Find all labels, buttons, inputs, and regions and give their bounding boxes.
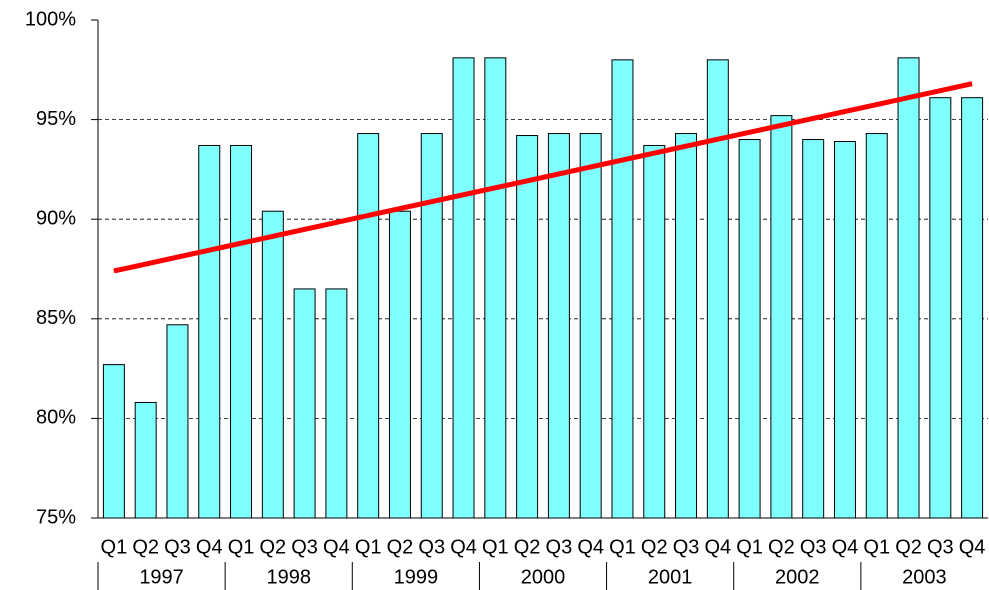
x-tick-label: Q2 xyxy=(768,536,795,558)
bar xyxy=(961,97,984,519)
x-tick-label: Q1 xyxy=(609,536,636,558)
bar xyxy=(897,57,920,519)
y-tick-label: 90% xyxy=(36,207,76,229)
trend-line xyxy=(113,81,973,274)
year-label: 2000 xyxy=(521,566,566,588)
bar xyxy=(611,59,634,519)
x-tick-label: Q3 xyxy=(546,536,573,558)
bar xyxy=(420,133,443,519)
x-tick-label: Q2 xyxy=(387,536,414,558)
bar xyxy=(388,210,411,519)
bar xyxy=(516,135,539,519)
bar xyxy=(325,288,348,519)
x-tick-label: Q2 xyxy=(514,536,541,558)
x-tick-label: Q4 xyxy=(832,536,859,558)
x-tick-label: Q4 xyxy=(323,536,350,558)
x-tick-label: Q3 xyxy=(673,536,700,558)
x-tick-label: Q4 xyxy=(704,536,731,558)
year-label: 2001 xyxy=(648,566,693,588)
x-tick-label: Q4 xyxy=(959,536,986,558)
x-tick-label: Q2 xyxy=(132,536,159,558)
bar xyxy=(452,57,475,519)
bar xyxy=(802,139,825,519)
bar xyxy=(770,115,793,519)
x-tick-label: Q3 xyxy=(164,536,191,558)
bar xyxy=(675,133,698,519)
x-tick-label: Q3 xyxy=(927,536,954,558)
x-tick-label: Q1 xyxy=(101,536,128,558)
x-tick-label: Q3 xyxy=(291,536,318,558)
bar xyxy=(134,401,157,519)
bar xyxy=(166,324,189,519)
x-tick-label: Q4 xyxy=(577,536,604,558)
x-tick-label: Q3 xyxy=(418,536,445,558)
y-tick-label: 95% xyxy=(36,108,76,130)
bar xyxy=(484,57,507,519)
year-label: 1999 xyxy=(394,566,439,588)
x-tick-label: Q1 xyxy=(736,536,763,558)
year-label: 2003 xyxy=(902,566,947,588)
bar xyxy=(547,133,570,519)
x-tick-label: Q1 xyxy=(355,536,382,558)
bar xyxy=(929,97,952,519)
x-tick-label: Q4 xyxy=(196,536,223,558)
bar xyxy=(198,144,221,519)
x-tick-label: Q3 xyxy=(800,536,827,558)
x-tick-label: Q1 xyxy=(863,536,890,558)
bar xyxy=(102,364,125,519)
x-tick-label: Q2 xyxy=(895,536,922,558)
y-tick-label: 85% xyxy=(36,307,76,329)
year-label: 1997 xyxy=(139,566,184,588)
y-tick-label: 100% xyxy=(25,8,76,30)
bar xyxy=(357,133,380,519)
x-tick-label: Q1 xyxy=(482,536,509,558)
x-tick-label: Q2 xyxy=(259,536,286,558)
bar xyxy=(643,144,666,519)
bar xyxy=(865,133,888,519)
bar xyxy=(738,139,761,519)
x-tick-label: Q2 xyxy=(641,536,668,558)
bar xyxy=(293,288,316,519)
bar xyxy=(833,141,856,519)
bar xyxy=(706,59,729,519)
bar xyxy=(261,210,284,519)
y-tick-label: 75% xyxy=(36,506,76,528)
x-tick-label: Q4 xyxy=(450,536,477,558)
bar xyxy=(579,133,602,519)
year-label: 1998 xyxy=(266,566,311,588)
year-label: 2002 xyxy=(775,566,820,588)
bar xyxy=(230,144,253,519)
x-tick-label: Q1 xyxy=(228,536,255,558)
y-tick-label: 80% xyxy=(36,407,76,429)
